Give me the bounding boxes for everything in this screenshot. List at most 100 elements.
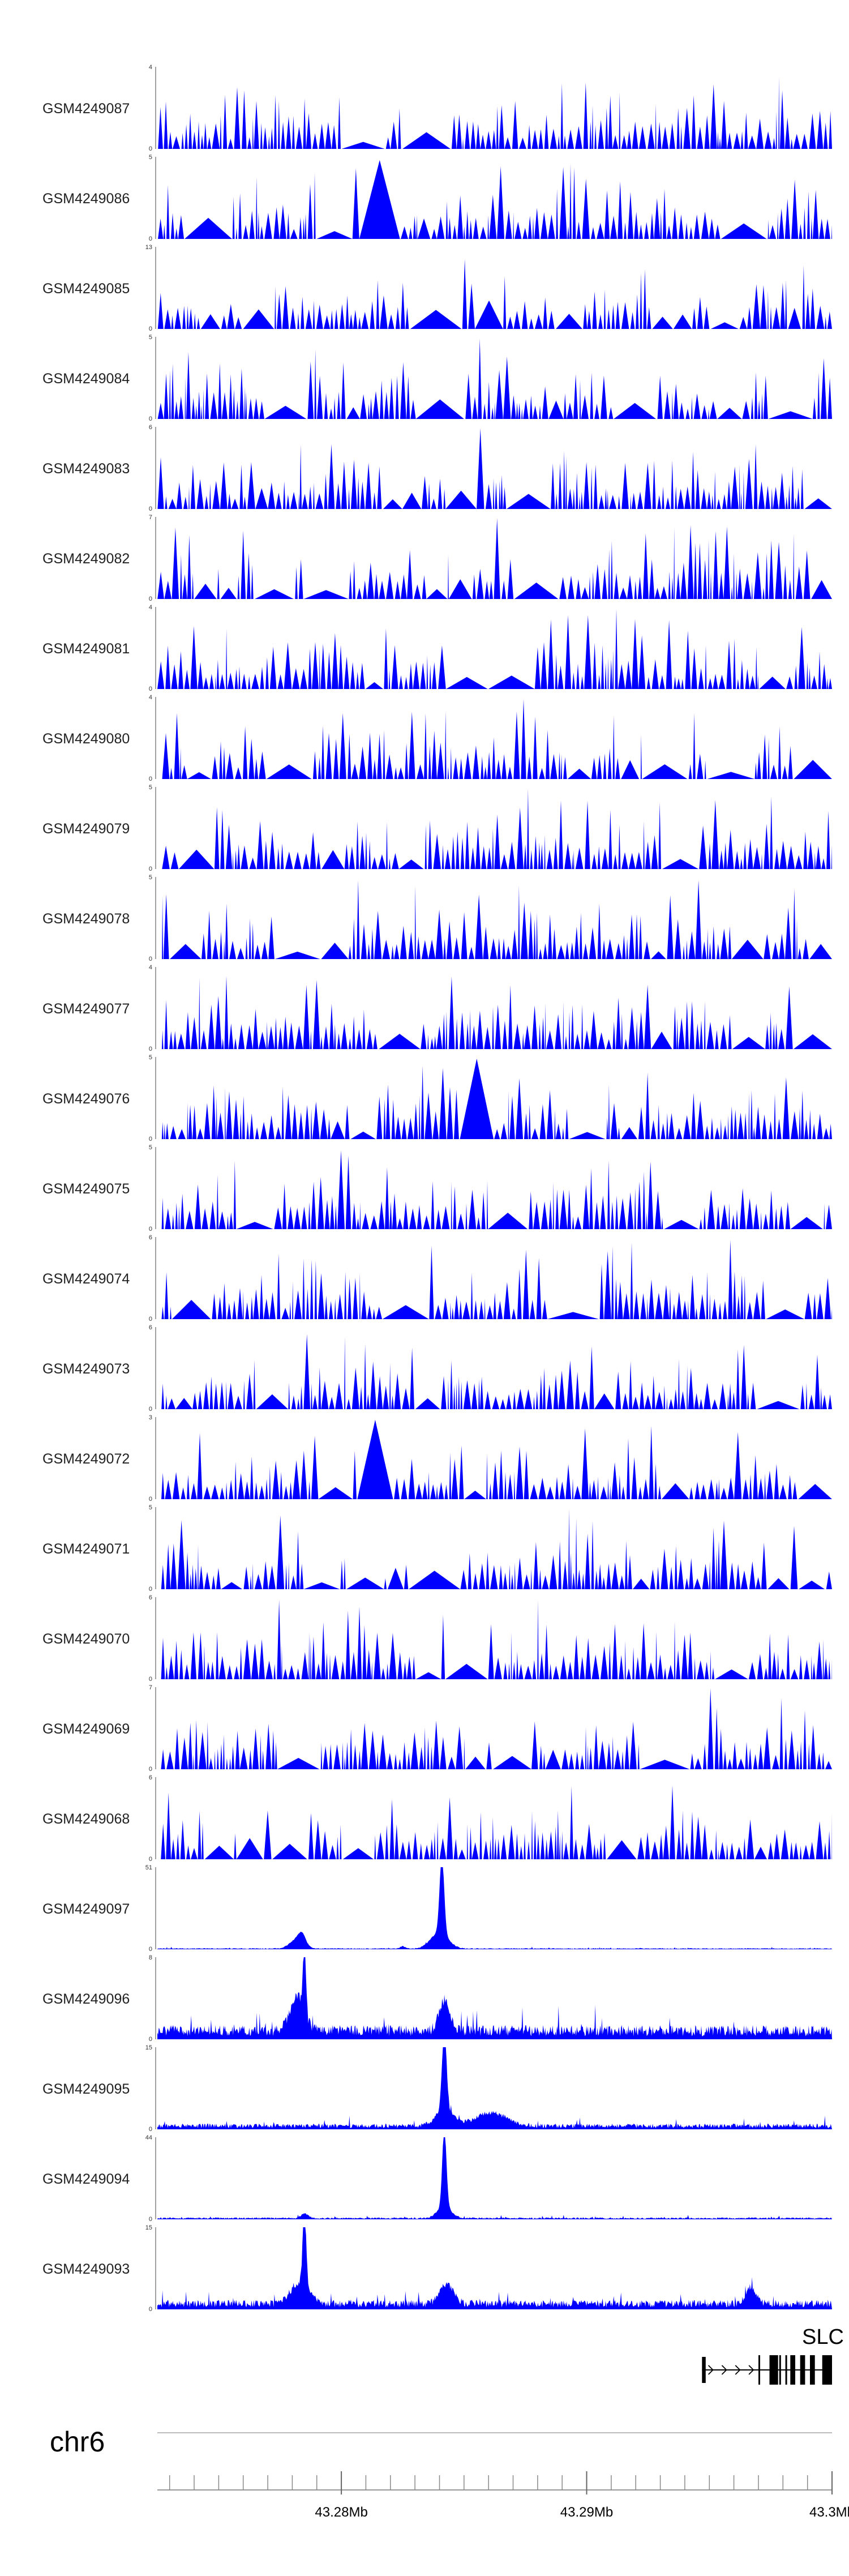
track-GSM4249094: GSM4249094 44 0 <box>42 2134 832 2223</box>
track-ymax-label: 6 <box>149 1774 152 1781</box>
track-ymin-label: 0 <box>149 506 152 512</box>
track-GSM4249081: GSM4249081 4 0 <box>42 604 832 692</box>
track-label: GSM4249094 <box>42 2171 130 2187</box>
track-label: GSM4249086 <box>42 191 130 207</box>
track-GSM4249068: GSM4249068 6 0 <box>42 1774 832 1863</box>
track-ymax-label: 15 <box>145 2224 152 2231</box>
track-ymax-label: 6 <box>149 424 152 431</box>
track-ymin-label: 0 <box>149 2216 152 2223</box>
track-GSM4249083: GSM4249083 6 0 <box>42 424 832 512</box>
track-ymax-label: 51 <box>145 1864 152 1871</box>
track-ymin-label: 0 <box>149 866 152 872</box>
coverage-area-GSM4249085 <box>157 259 832 329</box>
track-GSM4249073: GSM4249073 6 0 <box>42 1324 832 1413</box>
track-GSM4249097: GSM4249097 51 0 <box>42 1864 832 1953</box>
track-ymax-label: 3 <box>149 1414 152 1421</box>
strand-arrow <box>735 2365 741 2375</box>
track-GSM4249087: GSM4249087 4 0 <box>42 64 832 152</box>
track-label: GSM4249082 <box>42 551 130 567</box>
track-label: GSM4249095 <box>42 2081 130 2097</box>
track-label: GSM4249070 <box>42 1631 130 1647</box>
track-GSM4249071: GSM4249071 5 0 <box>42 1504 832 1593</box>
track-label: GSM4249083 <box>42 461 130 477</box>
gene-exon <box>769 2355 778 2385</box>
track-ymax-label: 7 <box>149 1684 152 1691</box>
coverage-area-GSM4249070 <box>157 1599 832 1679</box>
track-GSM4249074: GSM4249074 6 0 <box>42 1234 832 1323</box>
track-label: GSM4249078 <box>42 911 130 927</box>
track-ymax-label: 5 <box>149 1144 152 1151</box>
track-ymin-label: 0 <box>149 2126 152 2133</box>
coverage-area-GSM4249097 <box>157 1867 832 1949</box>
genome-axis: chr6 43.28Mb 43.29Mb 43.3Mb <box>50 2426 849 2520</box>
gene-exons <box>702 2355 832 2385</box>
track-label: GSM4249080 <box>42 731 130 747</box>
track-GSM4249093: GSM4249093 15 0 <box>42 2224 832 2313</box>
gene-exon <box>779 2355 781 2385</box>
track-ymax-label: 5 <box>149 1054 152 1061</box>
track-label: GSM4249085 <box>42 281 130 297</box>
track-label: GSM4249072 <box>42 1451 130 1467</box>
track-ymax-label: 5 <box>149 334 152 341</box>
track-label: GSM4249075 <box>42 1181 130 1197</box>
track-label: GSM4249068 <box>42 1811 130 1827</box>
track-ymax-label: 4 <box>149 964 152 971</box>
axis-tick-label: 43.3Mb <box>809 2505 849 2520</box>
axis-ticks: 43.28Mb 43.29Mb 43.3Mb <box>169 2471 849 2520</box>
coverage-area-GSM4249072 <box>157 1419 832 1499</box>
track-ymin-label: 0 <box>149 1856 152 1863</box>
track-ymax-label: 5 <box>149 874 152 881</box>
track-ymax-label: 8 <box>149 1954 152 1961</box>
track-label: GSM4249074 <box>42 1271 130 1287</box>
coverage-area-GSM4249082 <box>157 518 832 599</box>
track-ymax-label: 5 <box>149 784 152 791</box>
coverage-area-GSM4249078 <box>157 880 832 959</box>
coverage-area-GSM4249083 <box>157 428 832 509</box>
track-ymin-label: 0 <box>149 1946 152 1953</box>
coverage-area-GSM4249073 <box>157 1334 832 1409</box>
track-ymax-label: 4 <box>149 604 152 611</box>
gene-exon <box>785 2355 787 2385</box>
track-ymin-label: 0 <box>149 956 152 962</box>
track-label: GSM4249081 <box>42 641 130 657</box>
track-label: GSM4249084 <box>42 371 130 387</box>
coverage-area-GSM4249071 <box>157 1508 832 1589</box>
gene-exon <box>758 2355 760 2385</box>
axis-tick-label: 43.29Mb <box>560 2505 613 2520</box>
strand-arrow <box>707 2365 714 2375</box>
coverage-area-GSM4249081 <box>157 609 832 689</box>
track-ymin-label: 0 <box>149 1496 152 1503</box>
gene-exon <box>822 2355 832 2385</box>
track-GSM4249078: GSM4249078 5 0 <box>42 874 832 962</box>
track-ymax-label: 7 <box>149 514 152 521</box>
strand-arrow <box>721 2365 727 2375</box>
gene-exon <box>702 2357 706 2383</box>
coverage-area-GSM4249069 <box>157 1688 832 1769</box>
track-GSM4249069: GSM4249069 7 0 <box>42 1684 832 1773</box>
track-label: GSM4249076 <box>42 1091 130 1107</box>
track-ymin-label: 0 <box>149 776 152 782</box>
coverage-area-GSM4249079 <box>157 788 832 869</box>
coverage-tracks: GSM424908740GSM424908650GSM4249085130GSM… <box>42 64 832 2313</box>
track-ymin-label: 0 <box>149 2306 152 2313</box>
gene-annotation-track: SLC <box>702 2325 844 2385</box>
track-GSM4249085: GSM4249085 13 0 <box>42 244 832 332</box>
track-ymin-label: 0 <box>149 1586 152 1593</box>
track-ymin-label: 0 <box>149 416 152 422</box>
coverage-area-GSM4249096 <box>157 1957 832 2039</box>
track-ymin-label: 0 <box>149 1406 152 1413</box>
track-label: GSM4249096 <box>42 1991 130 2007</box>
track-ymin-label: 0 <box>149 596 152 602</box>
track-GSM4249084: GSM4249084 5 0 <box>42 334 832 422</box>
chromosome-label: chr6 <box>50 2426 105 2458</box>
track-label: GSM4249069 <box>42 1721 130 1737</box>
coverage-area-GSM4249093 <box>157 2227 832 2309</box>
coverage-area-GSM4249074 <box>157 1239 832 1319</box>
track-ymin-label: 0 <box>149 326 152 332</box>
track-ymin-label: 0 <box>149 1316 152 1323</box>
axis-tick-label: 43.28Mb <box>315 2505 367 2520</box>
track-ymax-label: 4 <box>149 64 152 71</box>
track-ymin-label: 0 <box>149 1766 152 1773</box>
track-label: GSM4249077 <box>42 1001 130 1017</box>
coverage-area-GSM4249077 <box>157 976 832 1049</box>
